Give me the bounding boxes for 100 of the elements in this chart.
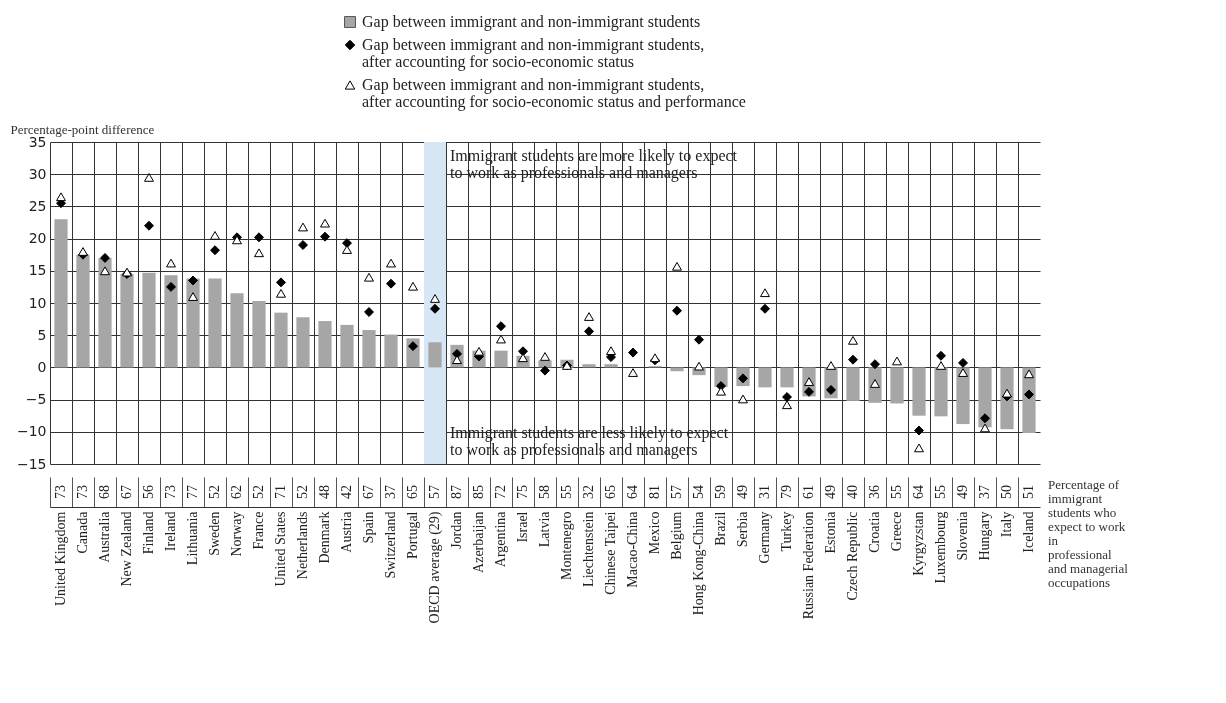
text: 65	[405, 485, 420, 499]
legend-label: Gap between immigrant and non-immigrant students, after accounting for socio-economic status	[362, 36, 705, 71]
x-tick-label: Finland	[141, 511, 156, 555]
text: 36	[867, 485, 882, 499]
x-tick-label: Argentina	[493, 510, 508, 568]
x-tick-label: Spain	[361, 511, 376, 544]
text: 54	[691, 485, 706, 499]
x-tick-label: Denmark	[317, 511, 332, 564]
text: 57	[427, 485, 442, 499]
text: 79	[779, 485, 794, 499]
x-tick-label: Liechtenstein	[581, 511, 596, 587]
x-tick-label: Canada	[75, 510, 90, 554]
text: 49	[955, 485, 970, 499]
x-tick-label: Hungary	[977, 511, 992, 561]
text: 49	[823, 485, 838, 499]
x-tick-label: Hong Kong-China	[691, 510, 706, 616]
x-tick-label: Sweden	[207, 511, 222, 556]
text: 55	[933, 485, 948, 499]
text: 31	[757, 485, 772, 499]
text: 77	[185, 485, 200, 499]
text: 85	[471, 485, 486, 499]
x-tick-label: Kyrgyzstan	[911, 511, 926, 576]
text: 59	[713, 485, 728, 499]
x-tick-label: Macao-China	[625, 510, 640, 588]
text: 73	[75, 485, 90, 499]
text: 71	[273, 485, 288, 499]
text: 87	[449, 485, 464, 499]
y-tick-label: −5	[25, 391, 47, 408]
text: 67	[361, 485, 376, 499]
text: 75	[515, 485, 530, 499]
text: 52	[207, 485, 222, 499]
text: 73	[163, 485, 178, 499]
x-tick-label: Latvia	[537, 510, 552, 548]
text: 50	[999, 485, 1014, 499]
x-tick-label: Serbia	[735, 510, 750, 548]
x-tick-label: Croatia	[867, 510, 882, 553]
x-tick-label: Italy	[999, 511, 1014, 538]
y-tick-label: 20	[28, 230, 47, 247]
text: 37	[383, 485, 398, 499]
text: 40	[845, 485, 860, 499]
x-tick-label: Australia	[97, 510, 112, 563]
x-tick-label: Portugal	[405, 511, 420, 559]
text: 48	[317, 485, 332, 499]
x-tick-label: Belgium	[669, 511, 684, 560]
text: 61	[801, 485, 816, 499]
text: 52	[251, 485, 266, 499]
text: 32	[581, 485, 596, 499]
text: 81	[647, 485, 662, 499]
text: 55	[889, 485, 904, 499]
x-tick-label: Jordan	[449, 511, 464, 549]
x-tick-label: Montenegro	[559, 511, 574, 580]
text: 57	[669, 485, 684, 499]
y-tick-label: 30	[28, 165, 47, 182]
text: 42	[339, 485, 354, 499]
x-tick-label: Slovenia	[955, 510, 970, 561]
x-tick-label: Switzerland	[383, 511, 398, 579]
x-tick-label: Mexico	[647, 511, 662, 555]
x-tick-label: Brazil	[713, 511, 728, 546]
x-tick-label: Azerbaijan	[471, 511, 486, 573]
x-tick-label: Norway	[229, 511, 244, 557]
text: 64	[625, 485, 640, 499]
y-tick-label: 0	[37, 358, 47, 375]
x-tick-label: OECD average (29)	[427, 511, 443, 624]
x-tick-label: New Zealand	[119, 511, 134, 587]
text: 58	[537, 485, 552, 499]
x-tick-label: Russian Federation	[801, 511, 816, 620]
x-tick-label: Austria	[339, 510, 354, 553]
text: 62	[229, 485, 244, 499]
y-tick-label: −15	[16, 455, 47, 472]
text: 68	[97, 485, 112, 499]
x-tick-label: Estonia	[823, 510, 838, 554]
x-tick-label: Israel	[515, 511, 530, 543]
x-tick-label: Lithuania	[185, 510, 200, 566]
text: 65	[603, 485, 618, 499]
x-tick-label: United States	[273, 511, 288, 587]
text: 37	[977, 485, 992, 499]
text: 67	[119, 485, 134, 499]
x-tick-label: France	[251, 511, 266, 550]
text: 64	[911, 485, 926, 499]
x-tick-label: Ireland	[163, 511, 178, 552]
x-tick-label: United Kingdom	[53, 511, 68, 606]
text: 52	[295, 485, 310, 499]
y-tick-label: −10	[16, 423, 47, 440]
text: 56	[141, 485, 156, 499]
x-tick-label: Netherlands	[295, 511, 310, 580]
x-tick-label: Chinese Taipei	[603, 511, 618, 595]
x-tick-label: Czech Republic	[845, 511, 860, 601]
y-tick-label: 10	[28, 294, 47, 311]
x-tick-label: Iceland	[1021, 511, 1036, 553]
text: 72	[493, 485, 508, 499]
text: Percentage of immigrant students who expect to work in professional and managerial occupations	[1048, 477, 1129, 590]
y-tick-label: 5	[37, 326, 47, 343]
legend-label: Gap between immigrant and non-immigrant students, after accounting for socio-economic status and performance	[362, 76, 746, 111]
x-tick-label: Luxembourg	[933, 511, 948, 584]
text: 73	[53, 485, 68, 499]
y-tick-label: 15	[28, 262, 47, 279]
text: 51	[1021, 485, 1036, 499]
text: 55	[559, 485, 574, 499]
x-tick-label: Germany	[757, 511, 772, 564]
text: 49	[735, 485, 750, 499]
